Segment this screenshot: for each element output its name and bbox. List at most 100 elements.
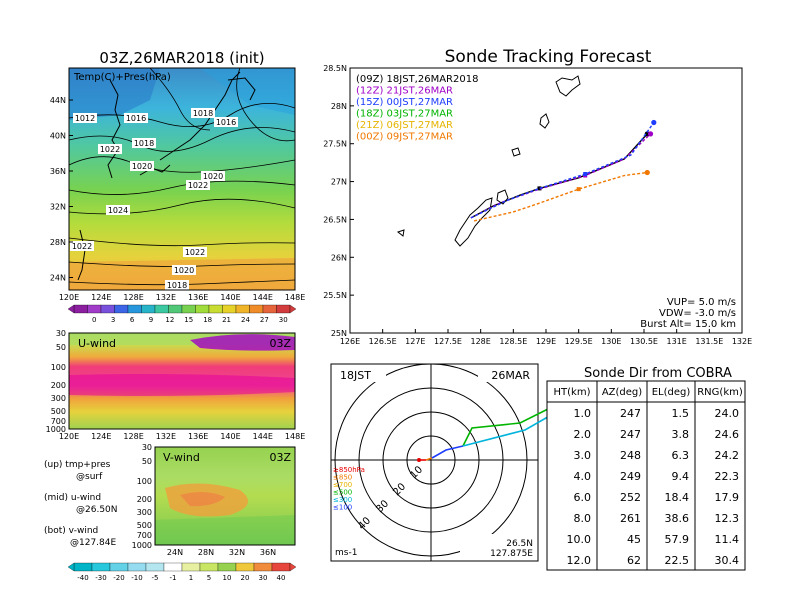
table-cell: 10.0	[567, 533, 592, 546]
param-vdw: VDW= -3.0 m/s	[659, 308, 736, 319]
isobar-label: 1020	[132, 162, 152, 171]
legend-line: (bot) v-wind	[44, 526, 98, 536]
uwind-label: U-wind	[78, 337, 116, 350]
isobar-label: 1022	[72, 242, 92, 251]
table-cell: 247	[620, 428, 641, 441]
colorbar-cell	[114, 304, 129, 314]
p-tick-label: 200	[51, 381, 66, 390]
lat-tick-label: 28.5N	[323, 64, 347, 73]
lon-tick-label: 140E	[220, 293, 240, 302]
colorbar-cell	[253, 562, 273, 572]
table-cell: 9.4	[672, 470, 690, 483]
map-lon-ticks: 120E 124E 128E 132E 136E 140E 144E 148E	[59, 293, 305, 302]
lat-tick-label: 26.5N	[323, 215, 347, 224]
colorbar-cell	[127, 562, 147, 572]
map-lat-ticks: 44N 40N 36N 32N 28N 24N	[50, 96, 73, 283]
colorbar-tick-label: 30	[279, 316, 288, 324]
track-marker	[576, 187, 581, 192]
lon-tick-label: 128E	[471, 337, 491, 346]
colorbar-arrow-right	[289, 562, 297, 572]
track-end-point	[651, 119, 657, 126]
colorbar-cell	[249, 304, 264, 314]
isobar-label: 1022	[188, 181, 208, 190]
isobar-label: 1022	[100, 145, 120, 154]
lat-tick-label: 27N	[331, 178, 347, 187]
table-header-cell: HT(km)	[554, 387, 591, 398]
p-tick-label: 1000	[46, 425, 66, 434]
lat-tick-label: 36N	[50, 167, 66, 176]
colorbar-cell	[73, 562, 93, 572]
p-tick-label: 500	[137, 521, 152, 530]
table-cell: 22.5	[665, 554, 690, 567]
lon-tick-label: 126E	[340, 337, 360, 346]
p-tick-label: 50	[56, 343, 66, 352]
lon-tick-label: 132E	[156, 432, 176, 441]
colorbar-cell	[91, 562, 111, 572]
map-frame	[68, 67, 296, 291]
p-tick-label: 30	[142, 443, 152, 452]
tracking-lon-ticks: 126E 126.5E 127E 127.5E 128E 128.5E 129E 129.5E…	[340, 329, 752, 346]
table-header-cell: RNG(km)	[697, 387, 743, 398]
colorbar-tick-label: -1	[170, 574, 177, 582]
uwind-jet-core	[69, 374, 295, 396]
vwind-lat-ticks: 24N 28N 32N 36N	[167, 548, 276, 557]
table-cell: 30.4	[715, 554, 740, 567]
legend-line: @surf	[76, 472, 103, 482]
lat-tick-label: 26N	[331, 253, 347, 262]
colorbar-tick-label: 27	[260, 316, 269, 324]
uwind-panel: U-wind 03Z	[68, 332, 296, 430]
isobar-label: 1020	[203, 172, 223, 181]
track-lines	[470, 119, 657, 222]
vwind-time: 03Z	[269, 451, 291, 464]
lon-tick-label: 136E	[188, 432, 208, 441]
polar-plot: 10 20 30 40 18JST 26MAR ≥850hPa≤850≤700≤…	[330, 363, 568, 562]
colorbar-cell	[87, 304, 102, 314]
p-tick-label: 30	[56, 329, 66, 338]
lon-tick-label: 126.5E	[369, 337, 397, 346]
param-burst: Burst Alt= 15.0 km	[640, 319, 736, 330]
lon-tick-label: 136E	[188, 293, 208, 302]
vwind-panel: V-wind 03Z	[154, 446, 296, 546]
lat-tick-label: 25.5N	[323, 291, 347, 300]
colorbar-cell	[199, 562, 219, 572]
table-header-cell: EL(deg)	[652, 387, 691, 398]
colorbar-cell	[181, 304, 196, 314]
colorbar-tick-label: 1	[189, 574, 193, 582]
level-legend-entry: ≤300	[333, 496, 352, 504]
colorbar-tick-label: 5	[207, 574, 211, 582]
colorbar-cell	[145, 562, 165, 572]
colorbar-tick-label: 9	[149, 316, 153, 324]
lat-tick-label: 32N	[50, 203, 66, 212]
p-tick-label: 300	[137, 508, 152, 517]
temp-pressure-map: 1012 1016 1018 1016 1022 1018 1020 1020 …	[68, 67, 296, 291]
vwind-label: V-wind	[163, 451, 200, 464]
p-tick-label: 50	[142, 457, 152, 466]
lat-tick-label: 27.5N	[323, 140, 347, 149]
table-cell: 11.4	[715, 533, 740, 546]
p-tick-label: 500	[51, 407, 66, 416]
lon-tick-label: 140E	[220, 432, 240, 441]
temp-colorbar: 0 3 6 9 12 15 18 21 24 27 30	[67, 304, 297, 324]
legend-line: (up) tmp+pres	[44, 460, 111, 470]
table-cell: 6.0	[574, 491, 592, 504]
lat-tick-label: 28N	[50, 238, 66, 247]
colorbar-tick-label: 20	[241, 574, 250, 582]
colorbar-cell	[208, 304, 223, 314]
uwind-jet-upper	[190, 334, 295, 351]
lon-tick-label: 124E	[91, 293, 111, 302]
colorbar-cell	[276, 304, 291, 314]
colorbar-cell	[181, 562, 201, 572]
lon-tick-label: 124E	[91, 432, 111, 441]
colorbar-tick-label: 0	[92, 316, 96, 324]
colorbar-cell	[222, 304, 237, 314]
table-cell: 12.3	[715, 512, 740, 525]
polar-lat: 26.5N	[506, 539, 533, 549]
table-cell: 24.6	[715, 428, 740, 441]
track-legend-entry: (09Z) 18JST,26MAR2018	[356, 74, 478, 85]
colorbar-tick-label: 10	[223, 574, 232, 582]
lon-tick-label: 131.5E	[695, 337, 723, 346]
colorbar-cell	[235, 304, 250, 314]
colorbar-arrow-left	[67, 304, 75, 314]
isobar-label: 1016	[126, 114, 146, 123]
isobar-label: 1018	[193, 109, 213, 118]
